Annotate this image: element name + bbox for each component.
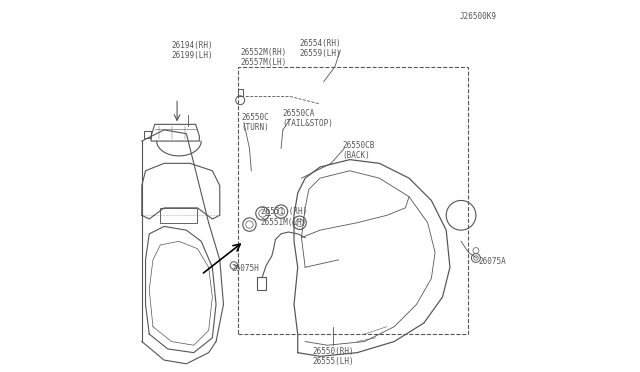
Text: 26550CA
(TAIL&STOP): 26550CA (TAIL&STOP): [282, 109, 333, 128]
Text: 26550C
(TURN): 26550C (TURN): [241, 113, 269, 132]
Bar: [161, 208, 198, 223]
Bar: [237, 67, 468, 334]
Bar: [237, 89, 243, 96]
Text: 26551 (RH)
26551M(LH): 26551 (RH) 26551M(LH): [260, 208, 307, 227]
Text: 26075A: 26075A: [479, 257, 506, 266]
Text: 26550(RH)
26555(LH): 26550(RH) 26555(LH): [312, 347, 354, 366]
Text: 26075H: 26075H: [232, 263, 259, 273]
Text: 26194(RH)
26199(LH): 26194(RH) 26199(LH): [171, 41, 212, 60]
Text: 26552M(RH)
26557M(LH): 26552M(RH) 26557M(LH): [240, 48, 287, 67]
Text: 26550CB
(BACK): 26550CB (BACK): [342, 141, 374, 160]
Bar: [145, 131, 151, 138]
Text: J26500K9: J26500K9: [460, 12, 497, 21]
Bar: [257, 276, 266, 289]
Text: 26554(RH)
26559(LH): 26554(RH) 26559(LH): [299, 39, 341, 58]
